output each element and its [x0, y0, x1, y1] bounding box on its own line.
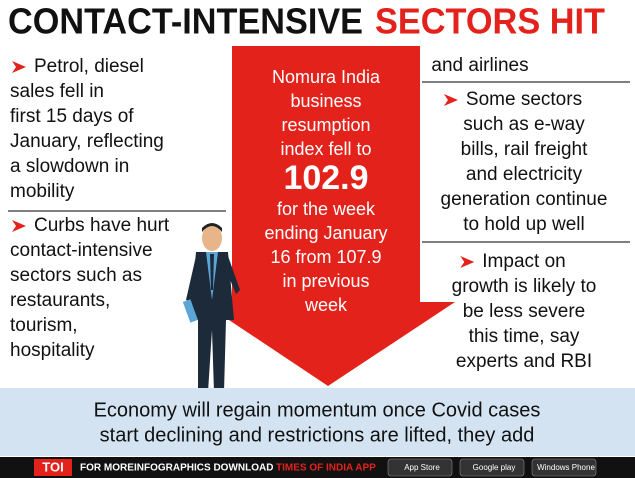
footer-download: INFOGRAPHICS DOWNLOAD [134, 463, 273, 474]
right-text: experts and RBI [456, 351, 592, 372]
right-text: bills, rail freight [461, 139, 588, 160]
bottom-text: Economy will regain momentum once Covid … [94, 399, 541, 421]
right-text: and airlines [431, 55, 528, 76]
left-text: first 15 days of [10, 106, 134, 127]
left-text: sales fell in [10, 81, 104, 102]
left-text: hospitality [10, 340, 95, 361]
bottom-text: start declining and restrictions are lif… [100, 424, 535, 446]
bullet-arrow [12, 220, 26, 232]
center-text: Nomura India [272, 67, 381, 87]
right-text: Impact on [482, 251, 565, 272]
bullet-arrow [12, 61, 26, 73]
right-text: Some sectors [466, 89, 582, 110]
left-text: January, reflecting [10, 131, 164, 152]
left-text: contact-intensive [10, 240, 153, 261]
store-label: Google play [473, 463, 516, 472]
left-text: sectors such as [10, 265, 142, 286]
store-badge [387, 458, 453, 477]
footer-more: FOR MORE [80, 463, 134, 474]
center-text: 16 from 107.9 [270, 247, 381, 267]
bottom-band [0, 388, 635, 456]
right-text: and electricity [466, 164, 583, 185]
center-text: week [304, 295, 348, 315]
title-black: CONTACT-INTENSIVE [8, 1, 363, 42]
left-text: mobility [10, 181, 75, 202]
left-text: restaurants, [10, 290, 110, 311]
center-text: resumption [281, 115, 370, 135]
center-text: for the week [277, 199, 376, 219]
bullet-arrow [443, 94, 458, 106]
right-text: be less severe [463, 301, 586, 322]
center-figure: 102.9 [283, 159, 368, 197]
center-text: in previous [282, 271, 369, 291]
man-illustration [182, 223, 240, 397]
left-text: Curbs have hurt [34, 215, 170, 236]
brand-box [34, 459, 72, 476]
title-red: SECTORS HIT [375, 1, 605, 42]
footer-app: TIMES OF INDIA APP [276, 463, 376, 474]
store-badge [459, 458, 525, 477]
right-text: growth is likely to [452, 276, 597, 297]
right-text: this time, say [469, 326, 580, 347]
left-text: Petrol, diesel [34, 56, 144, 77]
center-text: index fell to [280, 139, 371, 159]
left-text: a slowdown in [10, 156, 129, 177]
right-text: to hold up well [463, 214, 584, 235]
center-text: business [290, 91, 361, 111]
store-label: Windows Phone [537, 463, 595, 472]
store-label: App Store [404, 463, 440, 472]
center-text: ending January [264, 223, 387, 243]
right-text: such as e-way [463, 114, 585, 135]
red-arrow [202, 46, 455, 386]
store-badge [531, 458, 597, 477]
left-text: tourism, [10, 315, 78, 336]
bullet-arrow [460, 256, 475, 268]
right-text: generation continue [441, 189, 608, 210]
footer-brand: TOI [42, 459, 63, 474]
